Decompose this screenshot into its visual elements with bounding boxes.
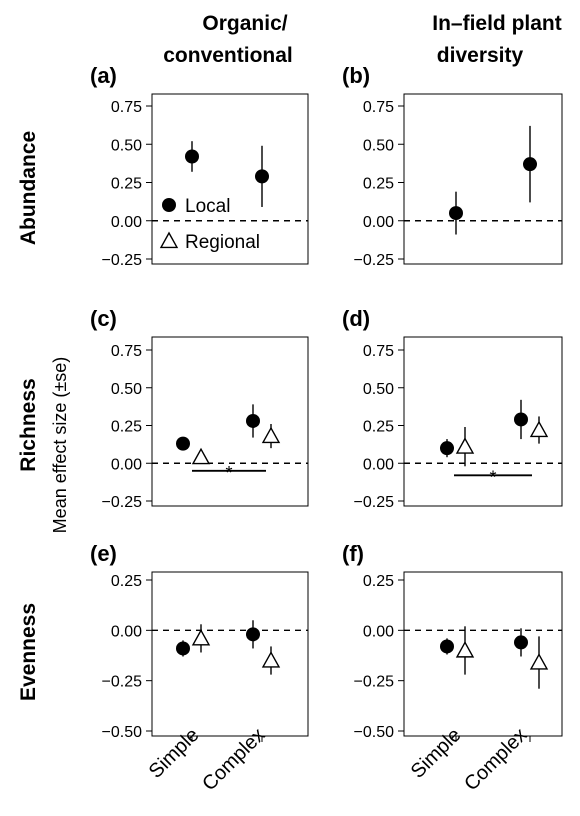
row-label-evenness: Evenness [17,603,40,701]
point-e-local-simple [176,641,190,656]
point-f-local-complex [514,635,528,650]
panel-label-e: (e) [90,541,117,566]
y-tick-label-e-0: 0.25 [111,573,142,590]
row-label-abundance: Abundance [17,131,40,245]
significance-star-d-0: * [489,467,496,487]
y-tick-label-d-1: 0.50 [363,381,394,398]
y-tick-label-c-1: 0.50 [111,381,142,398]
y-tick-label-e-1: 0.00 [111,623,142,640]
significance-star-c-0: * [225,463,232,483]
point-b-local-simple [449,206,463,221]
point-e-regional-simple [191,628,211,646]
legend-label-regional: Regional [185,232,260,253]
y-tick-label-c-0: 0.75 [111,343,142,360]
y-tick-label-b-4: −0.25 [354,252,395,269]
panel-f: (f) 0.25 0.00 −0.25 −0.50 [342,541,563,742]
y-tick-label-f-2: −0.25 [354,674,395,691]
point-a-local-complex [255,169,269,184]
y-tick-label-d-2: 0.25 [363,419,394,436]
panel-frame-f [403,571,563,737]
legend-marker-local [162,198,176,212]
x-tick-label-complex-left: Complex [198,724,269,795]
panel-a: (a) 0.75 0.50 0.25 0.00 −0.25 Local Regional [90,63,309,269]
point-e-regional-complex [261,651,281,668]
panels: (a) 0.75 0.50 0.25 0.00 −0.25 Local Regional (b)… [90,63,563,742]
legend: Local Regional [159,196,260,253]
panel-frame-e [151,571,309,737]
point-a-local-simple [185,149,199,164]
point-d-local-complex [514,412,528,427]
y-tick-label-a-1: 0.50 [111,137,142,154]
panel-frame-b [403,93,563,265]
y-tick-label-d-3: 0.00 [363,456,394,473]
point-e-local-complex [246,627,260,642]
column-title-organic-line1: Organic/ [202,12,287,35]
legend-marker-regional [159,231,179,249]
y-tick-label-a-3: 0.00 [111,214,142,231]
point-b-local-complex [523,157,537,172]
panel-d: (d) 0.75 0.50 0.25 0.00 −0.25 * [342,306,563,511]
y-tick-label-d-4: −0.25 [354,494,395,511]
column-title-diversity-line2: diversity [437,44,524,67]
panel-c: (c) 0.75 0.50 0.25 0.00 −0.25 * [90,306,309,511]
legend-label-local: Local [185,196,230,217]
row-label-richness: Richness [17,378,40,471]
point-c-regional-simple [191,447,211,465]
y-tick-label-f-1: 0.00 [363,623,394,640]
y-tick-label-c-3: 0.00 [111,456,142,473]
panel-label-b: (b) [342,63,370,88]
point-c-regional-complex [261,426,281,444]
y-axis-title: Mean effect size (±se) [50,357,70,534]
y-tick-label-a-0: 0.75 [111,99,142,116]
y-tick-label-b-3: 0.00 [363,214,394,231]
y-tick-label-e-3: −0.50 [102,724,143,741]
y-tick-label-b-2: 0.25 [363,176,394,193]
panel-e: (e) 0.25 0.00 −0.25 −0.50 [90,541,309,742]
point-f-regional-complex [529,653,549,670]
panel-frame-c [151,336,309,507]
panel-label-c: (c) [90,306,117,331]
y-tick-label-a-4: −0.25 [102,252,143,269]
column-title-organic-line2: conventional [163,44,293,67]
point-c-local-simple [176,436,190,451]
point-f-regional-simple [455,641,475,658]
point-f-local-simple [440,639,454,654]
y-tick-label-f-3: −0.50 [354,724,395,741]
panel-label-d: (d) [342,306,370,331]
y-tick-label-b-0: 0.75 [363,99,394,116]
x-tick-label-complex-right: Complex [460,724,531,795]
panel-label-f: (f) [342,541,364,566]
point-d-regional-complex [529,420,549,438]
x-tick-label-simple-right: Simple [407,724,466,783]
column-title-diversity-line1: In–field plant [432,12,562,35]
panel-frame-a [151,93,309,265]
panel-label-a: (a) [90,63,117,88]
y-tick-label-c-2: 0.25 [111,419,142,436]
y-tick-label-b-1: 0.50 [363,137,394,154]
point-c-local-complex [246,413,260,428]
y-tick-label-d-0: 0.75 [363,343,394,360]
point-d-local-simple [440,441,454,456]
point-d-regional-simple [455,437,475,454]
y-tick-label-f-0: 0.25 [363,573,394,590]
y-tick-label-c-4: −0.25 [102,494,143,511]
y-tick-label-e-2: −0.25 [102,674,143,691]
panel-b: (b) 0.75 0.50 0.25 0.00 −0.25 [342,63,563,269]
x-tick-label-simple-left: Simple [145,724,204,783]
panel-frame-d [403,336,563,507]
y-tick-label-a-2: 0.25 [111,176,142,193]
